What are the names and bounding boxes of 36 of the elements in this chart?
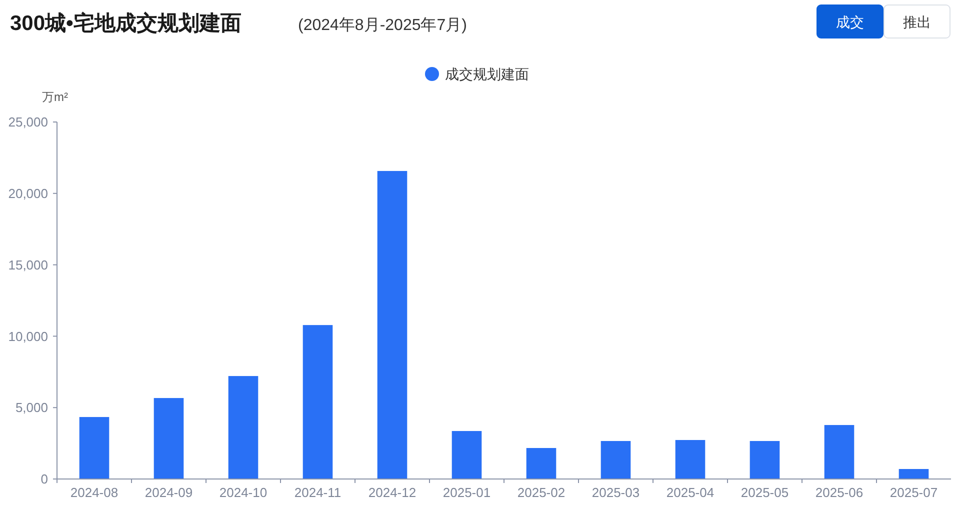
bar	[600, 441, 631, 479]
x-tick-label: 2024-09	[144, 485, 193, 500]
bar	[302, 325, 333, 479]
toggle-button: 成交	[816, 4, 884, 38]
bar	[154, 398, 184, 479]
x-tick-label: 2024-12	[368, 485, 416, 500]
bar	[377, 170, 408, 479]
toggle-button: 推出	[884, 4, 950, 38]
x-tick-label: 2025-07	[890, 485, 938, 500]
y-tick-label: 25,000	[8, 114, 48, 130]
bar	[675, 440, 706, 479]
x-tick-label: 2025-06	[815, 485, 864, 500]
bar	[898, 469, 929, 479]
legend-label: 成交规划建面	[445, 66, 529, 82]
bar	[452, 431, 482, 479]
x-tick-label: 2025-01	[442, 485, 491, 500]
x-tick-label: 2025-03	[592, 485, 640, 500]
y-tick-label: 20,000	[8, 186, 48, 201]
bar	[824, 425, 854, 479]
x-tick-label: 2024-08	[70, 485, 118, 500]
bar	[526, 448, 556, 479]
bar	[750, 441, 780, 479]
x-tick-label: 2025-05	[740, 485, 789, 500]
y-tick-label: 5,000	[15, 400, 48, 416]
y-tick-label: 10,000	[8, 328, 48, 344]
bar	[228, 376, 258, 479]
y-axis-title: 万m²	[42, 90, 68, 104]
x-tick-label: 2025-02	[517, 485, 566, 500]
x-tick-label: 2025-04	[666, 485, 714, 500]
chart-subtitle: (2024年8月-2025年7月)	[298, 17, 467, 34]
x-tick-label: 2024-10	[219, 485, 268, 500]
y-tick-label: 0	[40, 472, 48, 487]
bar	[79, 417, 110, 479]
chart-title: 300城•宅地成交规划建面	[10, 11, 242, 35]
x-tick-label: 2024-11	[294, 485, 342, 500]
y-tick-label: 15,000	[8, 257, 48, 272]
